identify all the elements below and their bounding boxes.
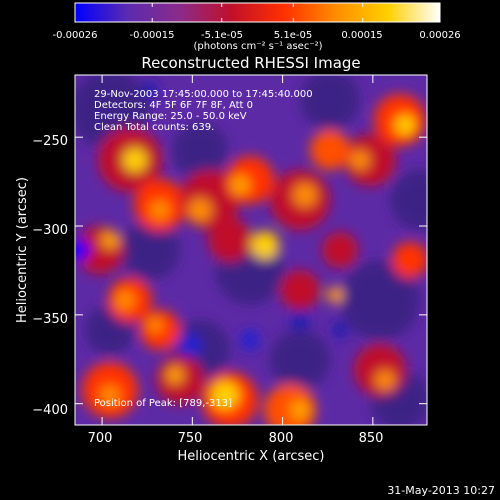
chart-title: Reconstructed RHESSI Image bbox=[141, 54, 360, 72]
heatmap-bright-core bbox=[147, 317, 163, 333]
footer-timestamp: 31-May-2013 10:27 bbox=[387, 484, 495, 497]
heatmap-dark-region bbox=[300, 75, 360, 130]
heatmap-bright-core bbox=[100, 385, 120, 405]
annotation-detectors: Detectors: 4F 5F 6F 7F 8F, Att 0 bbox=[94, 100, 253, 111]
heatmap-minimum-region bbox=[75, 240, 90, 260]
colorbar-tick-4: 0.00015 bbox=[341, 30, 382, 41]
heatmap-minimum-region bbox=[240, 330, 260, 350]
colorbar-tick-0: -0.00026 bbox=[53, 30, 98, 41]
heatmap-bright-core bbox=[150, 200, 170, 220]
x-axis-label: Heliocentric X (arcsec) bbox=[178, 449, 325, 464]
heatmap-bright-core bbox=[375, 370, 395, 390]
colorbar-tick-2: -5.1e-05 bbox=[201, 30, 243, 41]
x-tick-label: 850 bbox=[359, 431, 384, 446]
x-tick-label: 750 bbox=[178, 431, 203, 446]
x-tick-label: 700 bbox=[88, 431, 113, 446]
annotation-peak-position: Position of Peak: [789,-313] bbox=[94, 398, 232, 409]
heatmap-dark-region bbox=[172, 122, 228, 178]
annotation-energy-range: Energy Range: 25.0 - 50.0 keV bbox=[94, 111, 247, 122]
colorbar-tick-1: -0.00015 bbox=[130, 30, 175, 41]
y-tick-label: −250 bbox=[32, 134, 68, 149]
heatmap-emission-region bbox=[322, 232, 358, 268]
heatmap-bright-core bbox=[327, 287, 343, 303]
heatmap-bright-core bbox=[166, 366, 184, 384]
y-tick-label: −300 bbox=[32, 223, 68, 238]
annotation-time-range: 29-Nov-2003 17:45:00.000 to 17:45:40.000 bbox=[94, 89, 313, 100]
y-tick-label: −400 bbox=[32, 403, 68, 418]
heatmap-bright-core bbox=[350, 150, 370, 170]
colorbar-tick-3: 5.1e-05 bbox=[274, 30, 312, 41]
heatmap-bright-core bbox=[293, 183, 317, 207]
x-tick-label: 800 bbox=[269, 431, 294, 446]
heatmap-bright-core bbox=[230, 175, 250, 195]
heatmap-bright-core bbox=[123, 148, 147, 172]
heatmap-bright-core bbox=[101, 231, 119, 249]
heatmap-minimum-region bbox=[142, 82, 158, 98]
heatmap-minimum-region bbox=[332, 322, 348, 338]
y-axis-label: Heliocentric Y (arcsec) bbox=[15, 177, 30, 323]
heatmap-image bbox=[75, 75, 427, 425]
heatmap-bright-core bbox=[290, 400, 310, 420]
annotation-clean-counts: Clean Total counts: 639. bbox=[94, 122, 214, 133]
heatmap-dark-region bbox=[120, 220, 180, 280]
heatmap-minimum-region bbox=[178, 333, 202, 357]
heatmap-dark-region bbox=[390, 170, 427, 230]
colorbar-tick-5: 0.00026 bbox=[419, 30, 460, 41]
colorbar-unit-label: (photons cm⁻² s⁻¹ asec⁻²) bbox=[193, 41, 322, 52]
heatmap-emission-region bbox=[310, 130, 350, 170]
plot-frame bbox=[74, 74, 428, 426]
heatmap-bright-core bbox=[395, 115, 415, 135]
heatmap-bright-core bbox=[188, 198, 212, 222]
colorbar-ticks bbox=[74, 3, 441, 22]
heatmap-emission-region bbox=[392, 242, 427, 278]
heatmap-dark-region bbox=[340, 260, 420, 340]
heatmap-minimum-region bbox=[290, 310, 310, 330]
heatmap-bright-core bbox=[115, 290, 135, 310]
heatmap-emission-region bbox=[208, 218, 252, 262]
axis-ticks bbox=[75, 75, 427, 425]
heatmap-emission-region bbox=[280, 270, 320, 310]
heatmap-bright-core bbox=[251, 231, 279, 259]
heatmap-bright-core bbox=[211, 381, 239, 409]
heatmap-dark-region bbox=[270, 330, 330, 390]
colorbar bbox=[75, 3, 440, 22]
y-tick-label: −350 bbox=[32, 312, 68, 327]
